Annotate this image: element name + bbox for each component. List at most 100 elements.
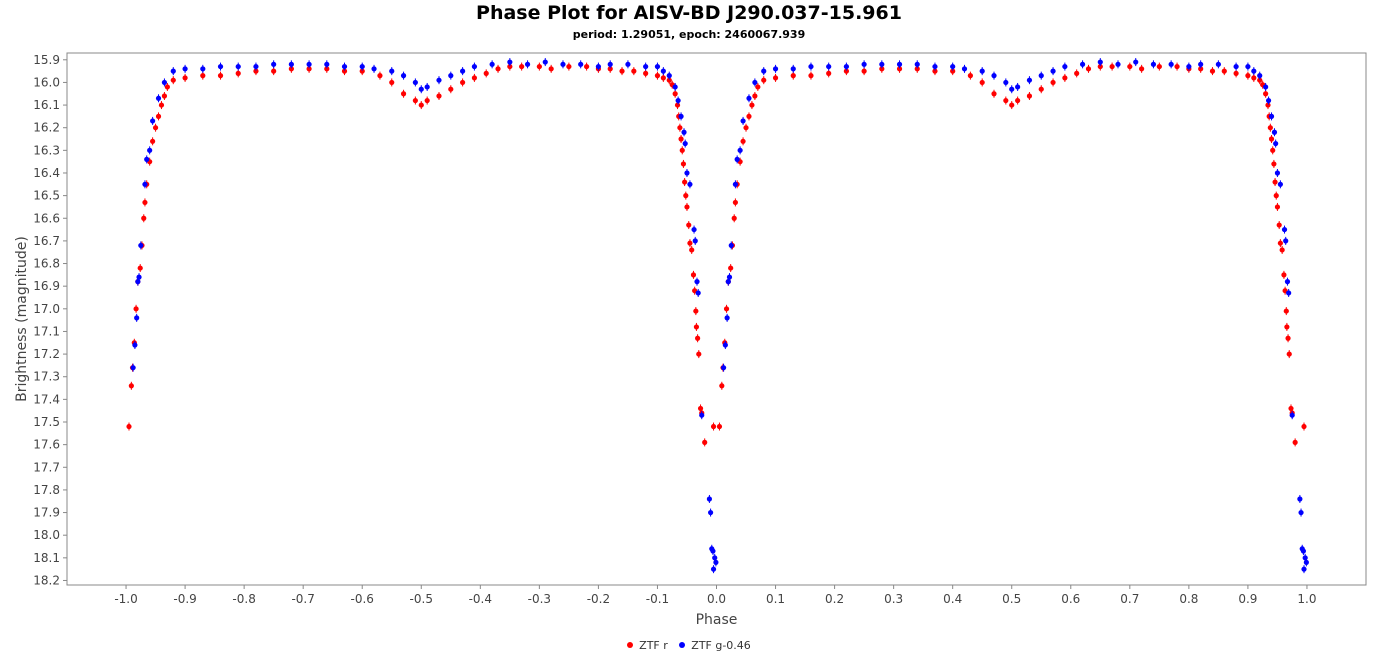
point-ztf-r — [677, 125, 683, 131]
point-ztf-g — [1273, 140, 1279, 147]
point-ztf-r — [1209, 68, 1216, 74]
point-ztf-r — [400, 91, 407, 97]
data-points — [126, 58, 1309, 574]
point-ztf-r — [1009, 102, 1015, 108]
point-ztf-g — [138, 242, 144, 249]
x-tick-label: -0.1 — [646, 592, 669, 606]
point-ztf-r — [566, 63, 572, 70]
x-axis: -1.0 -0.9 -0.8 -0.7 -0.6 -0.5 -0.4 -0.3 -0.2 -0.1… — [114, 585, 1317, 606]
chart-subtitle: period: 1.29051, epoch: 2460067.939 — [572, 28, 806, 41]
point-ztf-g — [1298, 509, 1304, 516]
point-ztf-g — [790, 66, 796, 72]
point-ztf-g — [722, 342, 728, 348]
point-ztf-r — [306, 66, 312, 72]
point-ztf-r — [1198, 66, 1204, 72]
x-tick-label: 0.0 — [707, 592, 726, 606]
y-tick-label: 18.2 — [33, 573, 60, 587]
point-ztf-r — [507, 63, 513, 70]
point-ztf-g — [699, 412, 705, 418]
point-ztf-r — [607, 66, 613, 72]
point-ztf-r — [389, 79, 395, 86]
point-ztf-g — [692, 238, 698, 244]
point-ztf-r — [1292, 439, 1298, 445]
point-ztf-r — [716, 423, 723, 430]
legend-marker-red — [627, 642, 634, 648]
point-ztf-g — [1303, 559, 1309, 565]
point-ztf-g — [134, 315, 140, 321]
point-ztf-r — [536, 63, 542, 70]
point-ztf-r — [170, 77, 176, 83]
y-tick-label: 17.1 — [33, 324, 60, 338]
legend-marker-blue — [679, 642, 686, 648]
point-ztf-g — [991, 73, 997, 79]
point-ztf-r — [674, 102, 681, 108]
y-tick-label: 16.6 — [33, 211, 60, 225]
legend-label: ZTF g-0.46 — [691, 639, 751, 652]
x-tick-label: 0.8 — [1179, 592, 1198, 606]
point-ztf-g — [728, 242, 734, 249]
point-ztf-g — [725, 279, 731, 285]
x-tick-label: 0.3 — [884, 592, 903, 606]
point-ztf-g — [879, 61, 885, 67]
point-ztf-r — [495, 66, 501, 72]
y-tick-label: 18.0 — [33, 528, 60, 542]
x-tick-label: -0.2 — [587, 592, 610, 606]
point-ztf-g — [1289, 412, 1295, 418]
point-ztf-r — [1271, 161, 1277, 167]
point-ztf-g — [400, 73, 407, 79]
point-ztf-g — [253, 63, 259, 70]
point-ztf-g — [761, 68, 767, 74]
point-ztf-g — [371, 66, 377, 72]
point-ztf-g — [359, 63, 365, 70]
point-ztf-r — [164, 84, 170, 90]
point-ztf-g — [1215, 61, 1221, 67]
point-ztf-g — [1302, 555, 1308, 561]
y-tick-label: 16.2 — [33, 121, 60, 135]
point-ztf-r — [1221, 68, 1227, 74]
point-ztf-r — [1270, 147, 1276, 153]
y-tick-label: 16.1 — [33, 98, 60, 112]
point-ztf-r — [1097, 63, 1103, 70]
x-tick-label: 1.0 — [1297, 592, 1316, 606]
point-ztf-g — [713, 559, 719, 565]
x-axis-label: Phase — [696, 612, 738, 628]
point-ztf-r — [672, 91, 678, 97]
point-ztf-g — [654, 63, 661, 70]
x-tick-label: -0.7 — [291, 592, 314, 606]
point-ztf-r — [808, 73, 814, 79]
point-ztf-g — [666, 73, 672, 79]
point-ztf-r — [755, 84, 761, 90]
point-ztf-g — [1274, 170, 1281, 176]
point-ztf-r — [740, 138, 746, 144]
point-ztf-r — [1279, 247, 1285, 253]
point-ztf-r — [1074, 70, 1080, 76]
point-ztf-r — [1156, 63, 1162, 70]
point-ztf-g — [155, 95, 162, 101]
point-ztf-r — [152, 125, 159, 131]
point-ztf-r — [1245, 73, 1251, 79]
point-ztf-r — [1263, 91, 1269, 97]
point-ztf-g — [709, 546, 715, 552]
point-ztf-g — [1097, 59, 1103, 65]
point-ztf-g — [142, 181, 148, 187]
point-ztf-g — [808, 63, 814, 70]
point-ztf-g — [182, 66, 188, 72]
phase-plot[interactable]: 15.9 16.0 16.1 16.2 16.3 16.4 16.5 16.6 16.7 16.8… — [0, 0, 1378, 636]
point-ztf-r — [1233, 70, 1239, 76]
point-ztf-r — [142, 199, 148, 206]
point-ztf-r — [896, 66, 903, 72]
point-ztf-r — [1284, 324, 1290, 330]
point-ztf-r — [861, 68, 867, 74]
point-ztf-r — [732, 199, 738, 206]
point-ztf-r — [1273, 193, 1279, 199]
y-tick-label: 18.1 — [33, 551, 60, 565]
point-ztf-g — [136, 274, 142, 280]
point-ztf-r — [424, 97, 430, 104]
point-ztf-g — [200, 66, 206, 72]
point-ztf-g — [1186, 63, 1192, 70]
x-tick-label: 0.6 — [1061, 592, 1080, 606]
point-ztf-r — [790, 73, 796, 79]
point-ztf-r — [690, 272, 697, 278]
point-ztf-r — [643, 70, 649, 76]
point-ztf-r — [341, 68, 348, 74]
